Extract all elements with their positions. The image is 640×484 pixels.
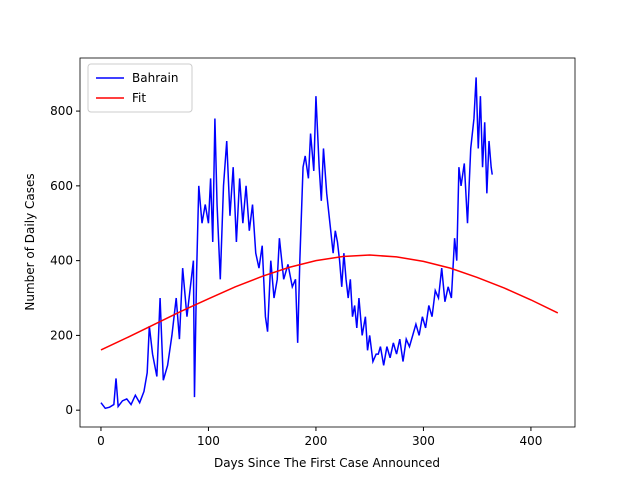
legend-label: Fit <box>132 91 146 105</box>
x-tick-label: 200 <box>304 434 327 448</box>
legend-label: Bahrain <box>132 71 178 85</box>
y-tick-label: 200 <box>50 328 73 342</box>
x-tick-label: 400 <box>519 434 542 448</box>
y-tick-label: 400 <box>50 254 73 268</box>
y-tick-label: 800 <box>50 104 73 118</box>
series-line <box>100 254 559 351</box>
x-tick-label: 300 <box>412 434 435 448</box>
y-tick-label: 600 <box>50 179 73 193</box>
x-tick-label: 100 <box>197 434 220 448</box>
y-tick-label: 0 <box>65 403 73 417</box>
y-axis-label: Number of Daily Cases <box>23 173 37 310</box>
x-axis-label: Days Since The First Case Announced <box>214 456 440 470</box>
series-line <box>100 77 493 410</box>
legend-box <box>87 63 193 113</box>
plot-frame <box>79 57 576 428</box>
x-tick-label: 0 <box>97 434 105 448</box>
